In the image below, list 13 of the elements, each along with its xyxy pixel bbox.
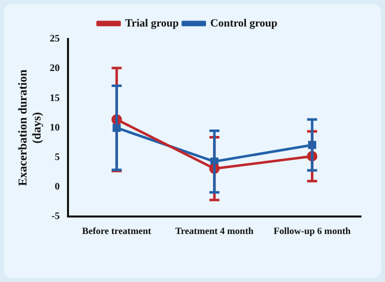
y-tick-label: 25 <box>50 34 60 45</box>
y-tick-label: 0 <box>54 182 60 193</box>
y-tick-label: -5 <box>51 211 60 222</box>
y-tick-label: 10 <box>50 122 60 134</box>
x-tick-label: Follow-up 6 month <box>274 226 352 237</box>
legend-label: Control group <box>210 17 278 30</box>
y-tick-label: 15 <box>50 92 60 104</box>
x-tick-label: Treatment 4 month <box>175 226 254 237</box>
y-axis-title: Exacerbation duration (days) <box>15 69 44 186</box>
legend-label: Trial group <box>125 17 179 30</box>
y-tick-label: 5 <box>54 152 60 163</box>
x-tick-label: Before treatment <box>82 226 152 237</box>
y-tick-label: 20 <box>50 63 60 74</box>
